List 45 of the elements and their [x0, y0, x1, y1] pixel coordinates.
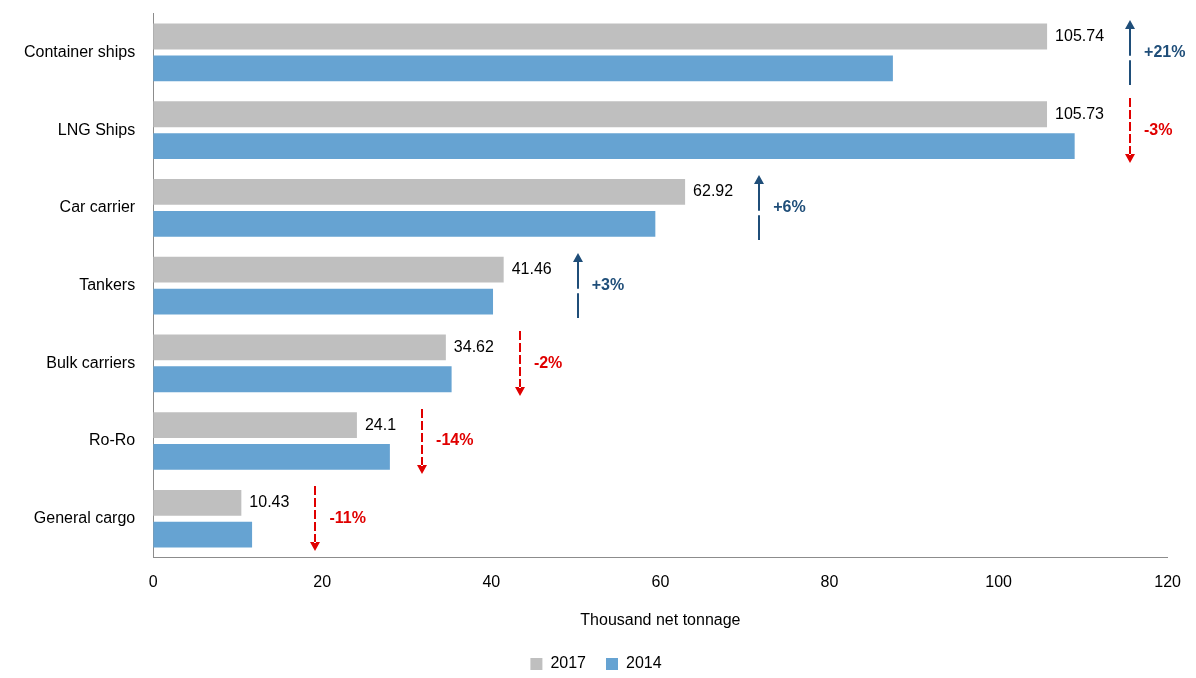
bar: [153, 133, 1075, 160]
data-label: 62.92: [693, 182, 734, 200]
x-axis-title: Thousand net tonnage: [580, 610, 741, 628]
annotation: +6%: [773, 198, 806, 216]
data-label: 105.74: [1055, 26, 1105, 44]
x-tick-label: 0: [148, 572, 158, 590]
bar: [153, 55, 893, 82]
annotation: -11%: [329, 509, 366, 527]
bar: [153, 334, 446, 361]
x-tick-label: 20: [313, 572, 332, 590]
annotation: -3%: [1143, 120, 1173, 138]
y-tick-label: Tankers: [79, 276, 136, 294]
bar: [153, 521, 253, 548]
x-tick-label: 80: [820, 572, 839, 590]
y-tick-label: Bulk carriers: [46, 353, 136, 371]
bar: [153, 366, 452, 393]
y-tick-label: General cargo: [33, 509, 136, 527]
annotation: -2%: [533, 353, 563, 371]
bar: [153, 23, 1048, 50]
annotation: +21%: [1144, 42, 1186, 60]
data-label: 34.62: [453, 337, 494, 355]
x-tick-label: 100: [985, 572, 1013, 590]
annotation: +3%: [591, 276, 625, 294]
data-label: 105.73: [1055, 104, 1105, 122]
annotation: -14%: [436, 431, 474, 449]
bar: [153, 288, 494, 315]
bar: [153, 412, 357, 438]
bar: [153, 179, 686, 205]
y-tick-label: Ro-Ro: [88, 431, 136, 449]
legend-label: 2017: [550, 654, 587, 672]
x-tick-label: 120: [1154, 572, 1182, 590]
y-tick-label: Car carrier: [59, 198, 136, 216]
data-label: 24.1: [364, 415, 397, 433]
bar: [153, 210, 656, 237]
bar: [153, 444, 390, 470]
data-label: 41.46: [511, 260, 552, 278]
bar: [153, 489, 242, 516]
legend-label: 2014: [626, 654, 662, 672]
x-tick-label: 40: [482, 572, 501, 590]
x-tick-label: 60: [651, 572, 670, 590]
y-tick-label: Container ships: [24, 42, 136, 60]
y-tick-label: LNG Ships: [57, 120, 136, 138]
data-label: 10.43: [249, 493, 290, 511]
bar: [153, 101, 1048, 128]
bar: [153, 256, 504, 283]
